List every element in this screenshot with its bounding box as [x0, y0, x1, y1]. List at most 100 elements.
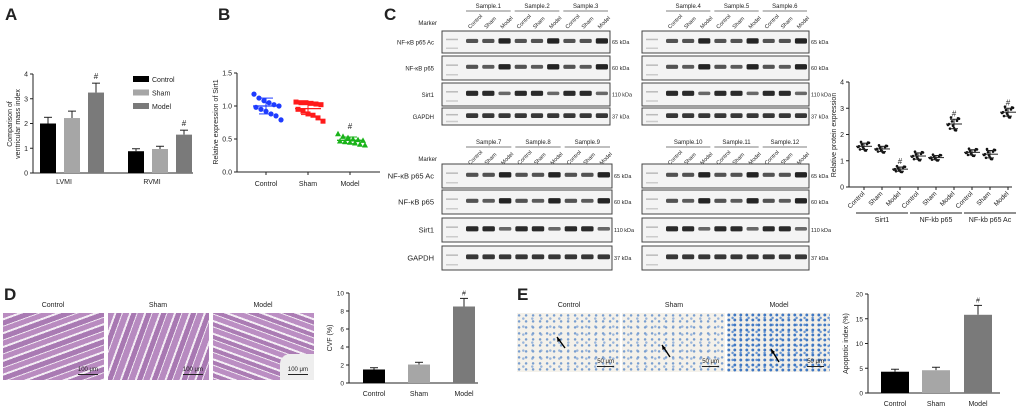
- arrow-head-icon: [662, 345, 666, 350]
- protein-band: [698, 64, 711, 70]
- y-tick-label: 5: [859, 366, 863, 373]
- protein-band: [746, 113, 759, 119]
- x-tick-label: Model: [993, 190, 1011, 208]
- kda-label: 37 kDa: [811, 256, 829, 262]
- protein-band: [530, 90, 544, 96]
- x-tick-label: LVMI: [56, 179, 72, 186]
- data-point-control: [258, 106, 264, 112]
- protein-band: [794, 172, 807, 178]
- y-tick-label: 1.0: [222, 104, 232, 111]
- protein-band: [794, 198, 807, 204]
- scale-bar: 50 μm: [807, 359, 824, 367]
- significance-mark: #: [94, 72, 99, 81]
- protein-band: [762, 172, 775, 177]
- bar-sham: [922, 370, 950, 393]
- bar-model: [964, 314, 992, 393]
- x-tick-label: Model: [454, 391, 474, 398]
- sample-label: Sample.1: [476, 4, 502, 10]
- panel-label-e: E: [517, 285, 528, 304]
- data-point-control: [251, 91, 257, 97]
- x-tick-label: Sham: [299, 181, 317, 188]
- data-point: [990, 157, 994, 161]
- x-tick-label: Sham: [867, 190, 884, 207]
- sample-label: Sample.4: [675, 4, 701, 10]
- marker-band: [446, 91, 458, 93]
- marker-band: [646, 264, 658, 266]
- protein-band: [563, 38, 576, 43]
- legend-swatch: [133, 76, 149, 82]
- kda-label: 65 kDa: [612, 40, 630, 46]
- protein-band: [698, 198, 711, 204]
- protein-band: [682, 38, 695, 43]
- lane-label: Model: [748, 16, 763, 31]
- data-point-model: [335, 130, 341, 137]
- bar-model: [88, 92, 104, 173]
- protein-band: [514, 64, 527, 69]
- marker-label: Marker: [418, 157, 437, 163]
- protein-band: [666, 226, 679, 232]
- marker-band: [446, 38, 458, 41]
- y-tick-label: 4: [24, 72, 28, 79]
- significance-mark: #: [182, 119, 187, 128]
- bar-sham: [408, 364, 430, 383]
- protein-band: [682, 254, 695, 260]
- data-point-sham: [310, 112, 316, 118]
- marker-band: [646, 74, 658, 76]
- protein-band: [564, 254, 578, 260]
- marker-band: [646, 38, 658, 41]
- protein-band: [581, 226, 594, 232]
- marker-band: [646, 208, 658, 210]
- protein-band: [498, 172, 512, 178]
- protein-band: [547, 64, 560, 70]
- protein-band: [581, 198, 594, 203]
- protein-label: GAPDH: [407, 254, 434, 263]
- protein-label: NF-κB p65 Ac: [388, 172, 435, 181]
- protein-band: [698, 227, 711, 231]
- data-point-control: [266, 100, 272, 106]
- x-tick-label: Control: [955, 190, 975, 210]
- protein-band: [682, 90, 695, 96]
- histology-d-model: 100 μm: [213, 313, 314, 380]
- protein-band: [730, 38, 743, 43]
- data-point: [986, 150, 990, 154]
- histology-title: Control: [558, 302, 581, 309]
- protein-band: [666, 113, 679, 119]
- protein-band: [714, 226, 727, 232]
- protein-band: [531, 172, 545, 177]
- protein-band: [746, 172, 759, 178]
- kda-label: 110 kDa: [811, 228, 832, 234]
- protein-band: [762, 113, 775, 119]
- protein-band: [498, 254, 512, 260]
- scale-bar: 50 μm: [702, 359, 719, 367]
- data-point-control: [273, 113, 279, 119]
- protein-band: [579, 113, 592, 119]
- data-point: [955, 119, 959, 123]
- lane-label: Control: [667, 14, 684, 31]
- y-axis-label: Relative protein expression: [831, 93, 838, 178]
- protein-band: [547, 38, 560, 44]
- protein-band: [682, 64, 695, 69]
- protein-band: [666, 90, 679, 96]
- protein-band: [762, 226, 775, 232]
- marker-band: [646, 226, 658, 228]
- lane-label: Sham: [732, 16, 747, 31]
- marker-band: [446, 100, 458, 102]
- data-point-sham: [295, 106, 301, 112]
- marker-band: [446, 120, 458, 123]
- protein-band: [794, 113, 807, 119]
- significance-mark: #: [976, 297, 980, 304]
- data-point: [914, 152, 918, 156]
- marker-band: [446, 198, 458, 200]
- y-tick-label: 3: [840, 106, 844, 113]
- histology-title: Model: [769, 302, 789, 309]
- data-point-sham: [308, 100, 314, 106]
- y-tick-label: 2: [340, 363, 344, 370]
- y-tick-label: 0: [859, 391, 863, 398]
- protein-band: [595, 91, 608, 96]
- legend-swatch: [133, 103, 149, 109]
- significance-mark: #: [952, 109, 957, 118]
- panel-label-d: D: [4, 285, 16, 304]
- protein-band: [597, 227, 610, 231]
- y-tick-label: 0: [340, 381, 344, 388]
- data-point-sham: [318, 102, 324, 108]
